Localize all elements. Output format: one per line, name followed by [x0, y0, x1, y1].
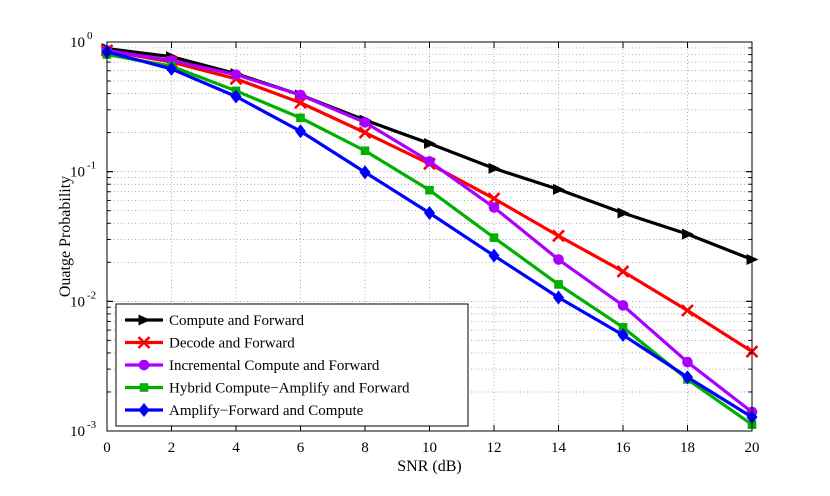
- data-point: [617, 207, 630, 219]
- data-point: [682, 228, 694, 240]
- data-point-stroke: [681, 304, 694, 317]
- data-point: [682, 370, 693, 385]
- legend-marker: [138, 314, 151, 326]
- y-tick-label: 10 -2: [70, 289, 96, 310]
- y-tick-label-base: 10: [70, 165, 85, 181]
- x-tick-label: 4: [232, 440, 240, 456]
- x-axis-title: SNR (dB): [397, 458, 461, 475]
- data-point-stroke: [616, 265, 630, 278]
- x-tick-label: 10: [422, 440, 437, 456]
- data-point: [554, 280, 563, 289]
- x-tick-label: 2: [168, 440, 176, 456]
- legend: Compute and Forward Decode and Forward Inc…: [115, 303, 469, 427]
- data-point: [488, 162, 501, 174]
- legend-item: Incremental Compute and Forward: [125, 358, 380, 374]
- data-point: [553, 183, 565, 195]
- legend-label: Decode and Forward: [169, 336, 295, 352]
- x-tick-label: 0: [103, 440, 111, 456]
- data-point: [230, 69, 242, 80]
- y-tick-label: 10 0: [70, 30, 93, 51]
- data-point: [553, 254, 564, 265]
- legend-item: Decode and Forward: [125, 336, 295, 352]
- y-tick-label-exponent: -2: [87, 289, 96, 301]
- y-tick-label-exponent: -3: [87, 419, 97, 431]
- x-tick-label: 20: [745, 440, 760, 456]
- y-tick-label-base: 10: [70, 294, 85, 310]
- data-point: [294, 96, 307, 110]
- data-point: [617, 300, 629, 311]
- data-point: [552, 229, 565, 243]
- legend-item: Amplify−Forward and Compute: [125, 403, 364, 419]
- data-point-stroke: [358, 126, 372, 140]
- legend-item: Hybrid Compute−Amplify and Forward: [125, 381, 410, 397]
- legend-marker-stroke: [137, 336, 151, 349]
- data-point-stroke: [487, 192, 501, 206]
- y-tick-label-base: 10: [70, 35, 85, 51]
- legend-label: Incremental Compute and Forward: [169, 358, 380, 374]
- data-point: [230, 89, 242, 104]
- data-point: [359, 117, 371, 128]
- data-point: [618, 323, 628, 332]
- data-point: [358, 126, 372, 140]
- legend-label: Amplify−Forward and Compute: [169, 403, 364, 419]
- y-tick-label-base: 10: [70, 424, 85, 440]
- data-point-stroke: [294, 96, 307, 110]
- data-point: [360, 146, 370, 156]
- y-tick-label: 10 -1: [70, 160, 96, 181]
- data-point: [166, 61, 177, 76]
- data-point: [488, 202, 500, 213]
- data-point: [553, 290, 564, 305]
- data-point: [616, 265, 630, 278]
- legend-label: Compute and Forward: [169, 313, 304, 329]
- data-point-stroke: [552, 229, 565, 243]
- data-point: [489, 233, 499, 242]
- series-layer: [100, 43, 759, 429]
- data-point: [425, 185, 434, 195]
- y-tick-label-exponent: 0: [87, 30, 93, 42]
- x-tick-label: 16: [616, 440, 632, 456]
- legend-box: [115, 303, 469, 427]
- x-tick-labels: 0 2 4 6 8 10 12 14 16 18 20: [103, 440, 759, 456]
- legend-item: Compute and Forward: [125, 313, 304, 329]
- data-point: [617, 327, 629, 342]
- x-tick-label: 12: [487, 440, 502, 456]
- y-tick-label-exponent: -1: [87, 160, 96, 172]
- data-point: [295, 124, 306, 139]
- legend-label: Hybrid Compute−Amplify and Forward: [169, 381, 410, 397]
- y-axis-title: Ouatge Probability: [57, 176, 74, 297]
- x-tick-label: 6: [297, 440, 305, 456]
- data-point: [359, 165, 371, 180]
- x-tick-label: 14: [551, 440, 567, 456]
- data-point: [295, 89, 306, 101]
- data-point: [296, 113, 305, 123]
- data-point: [424, 156, 435, 167]
- x-tick-label: 8: [361, 440, 369, 456]
- data-point: [681, 304, 694, 317]
- data-point: [488, 248, 500, 263]
- data-point: [487, 192, 501, 206]
- legend-marker: [139, 383, 149, 392]
- data-point: [424, 137, 436, 149]
- data-point: [682, 356, 693, 368]
- y-tick-label: 10 -3: [70, 419, 97, 440]
- legend-marker: [138, 403, 150, 417]
- legend-marker: [137, 336, 151, 349]
- data-point: [424, 205, 435, 220]
- x-tick-label: 18: [680, 440, 695, 456]
- legend-marker: [138, 359, 150, 371]
